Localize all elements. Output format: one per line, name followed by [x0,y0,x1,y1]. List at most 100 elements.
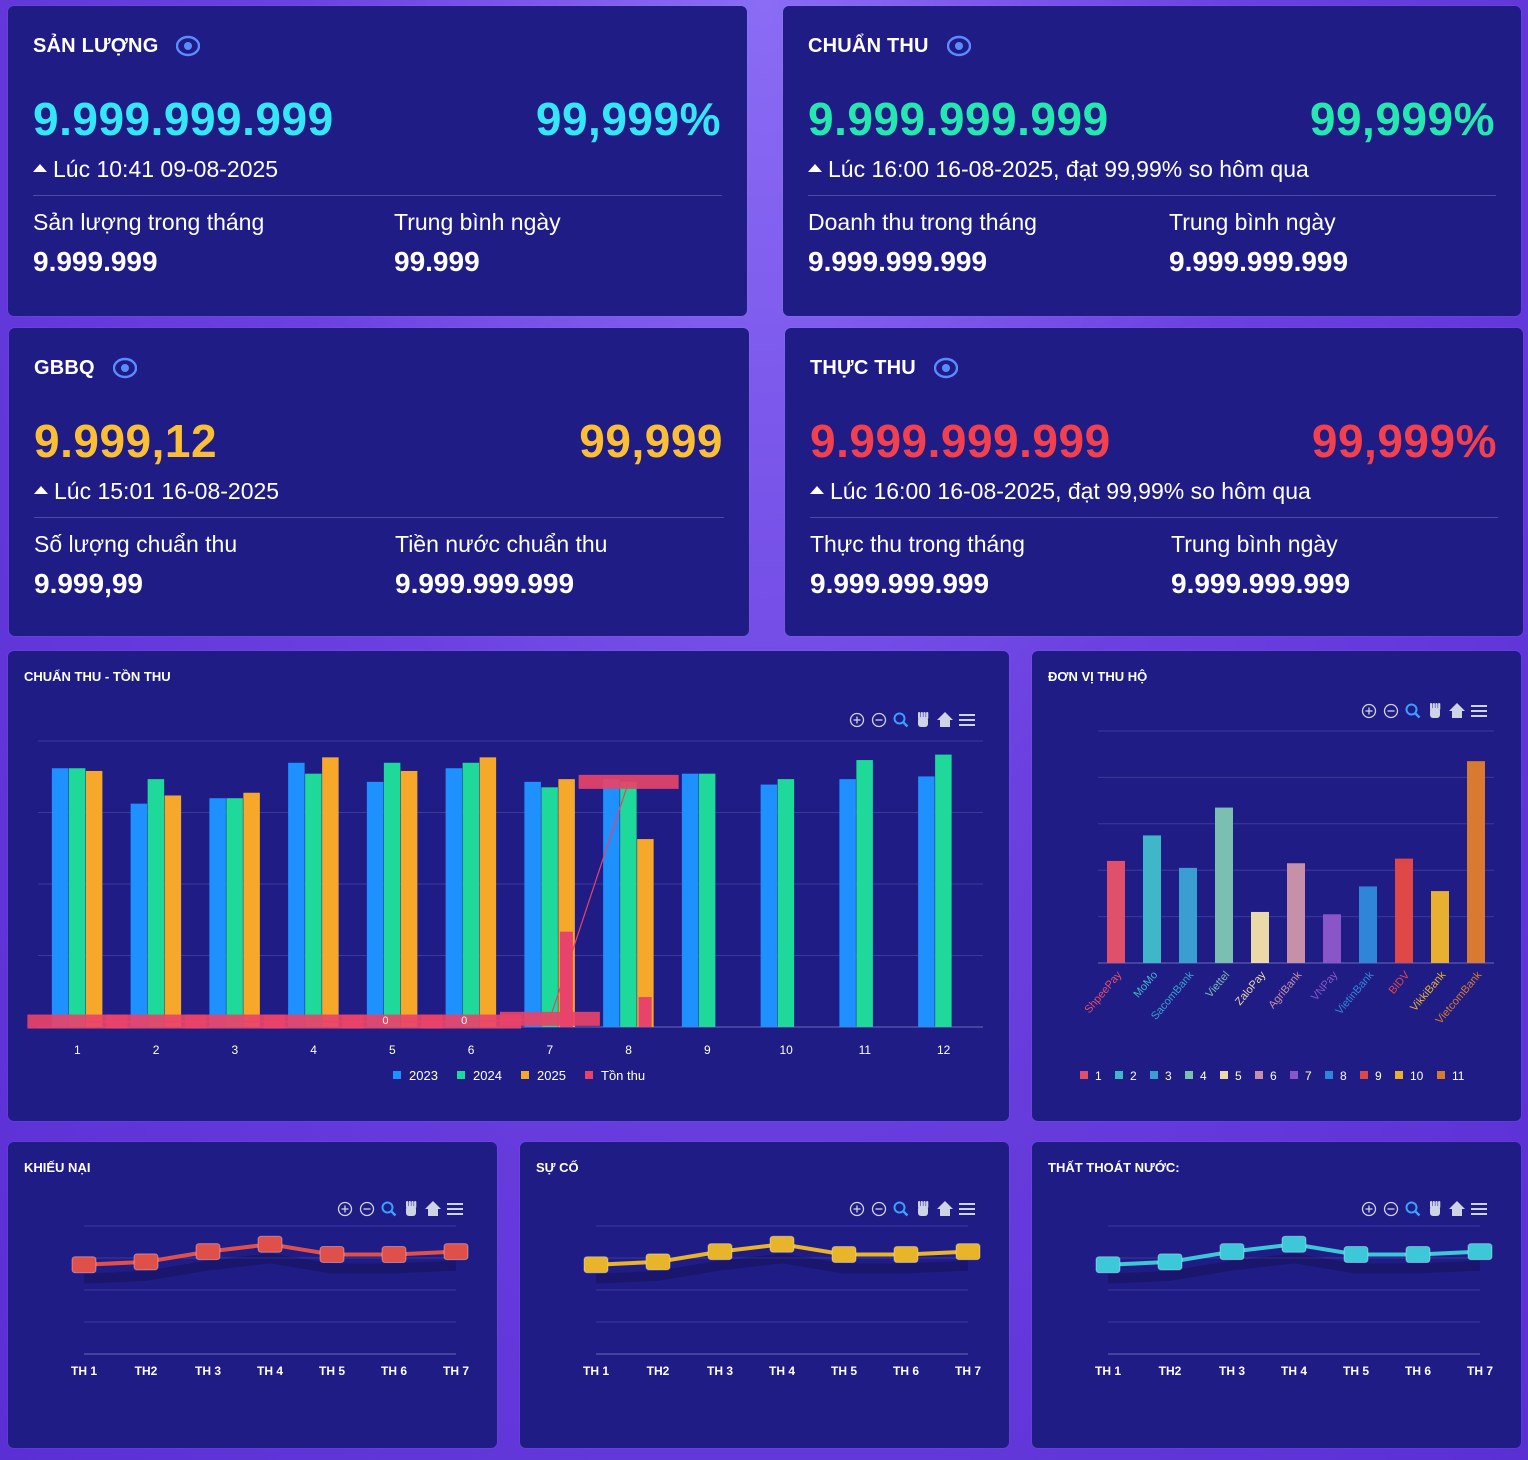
bar-2024 [68,768,86,1027]
data-point [1343,1246,1369,1264]
data-point [381,1246,407,1264]
zoom-out-icon[interactable] [871,1201,887,1217]
menu-icon[interactable] [447,1203,463,1215]
home-icon[interactable] [937,1201,953,1216]
data-point [707,1243,733,1261]
x-tick-label: 8 [625,1043,632,1057]
pan-hand-icon[interactable] [918,712,929,727]
data-point [443,1243,469,1261]
kpi-left-value: 9.999.999 [33,246,158,277]
zoom-in-icon[interactable] [849,1201,865,1217]
line-shadow [83,1253,457,1284]
home-icon[interactable] [425,1201,441,1216]
kpi-left-label: Số lượng chuẩn thu [34,531,238,557]
bar-VietinBank [1359,886,1377,963]
pan-hand-icon[interactable] [406,1201,417,1216]
home-icon[interactable] [937,712,953,727]
kpi-percent: 99,999% [1309,93,1495,145]
legend-swatch [1150,1071,1158,1079]
chart-toolbar [337,1201,463,1217]
line-shadow [595,1253,969,1284]
bar-Viettel [1215,807,1233,963]
eye-icon[interactable] [933,356,958,380]
caret-up-icon [808,164,822,172]
x-tick-label: 1 [74,1043,81,1057]
x-tick-label: TH 3 [1219,1364,1245,1378]
legend-swatch [1080,1071,1088,1079]
legend-label: 2023 [409,1068,438,1083]
zoom-out-icon[interactable] [1383,703,1399,719]
legend-label: 2024 [473,1068,502,1083]
data-point [1219,1243,1245,1261]
chart-toolbar [1361,1201,1487,1217]
magnifier-icon[interactable] [381,1201,397,1217]
eye-icon[interactable] [946,34,971,58]
chart-card-chuan-thu-ton-thu: CHUẨN THU - TỒN THU 1 2 3 4 5 6 7 8 9 10 11 12 0 0 202… [8,651,1009,1121]
magnifier-icon[interactable] [1405,1201,1421,1217]
x-tick-label: 4 [310,1043,317,1057]
divider [34,517,724,518]
home-icon[interactable] [1449,703,1465,718]
data-point [583,1256,609,1274]
zoom-in-icon[interactable] [1361,703,1377,719]
data-point [831,1246,857,1264]
kpi-card-san-luong: SẢN LƯỢNG 9.999.999.999 99,999% Lúc 10:4… [8,6,747,316]
kpi-timestamp: Lúc 15:01 16-08-2025 [34,478,279,505]
data-point [1467,1243,1493,1261]
legend-label: 8 [1340,1069,1347,1083]
pan-hand-icon[interactable] [1430,703,1441,718]
pan-hand-icon[interactable] [918,1201,929,1216]
kpi-timestamp: Lúc 10:41 09-08-2025 [33,156,278,183]
kpi-title-row: GBBQ [34,356,137,380]
ton-thu-bar [638,997,652,1027]
home-icon[interactable] [1449,1201,1465,1216]
bar-2024 [777,779,795,1027]
zoom-out-icon[interactable] [359,1201,375,1217]
menu-icon[interactable] [1471,705,1487,717]
zoom-in-icon[interactable] [849,712,865,728]
kpi-right-label: Tiền nước chuẩn thu [395,531,608,557]
eye-icon[interactable] [176,34,201,58]
x-tick-label: VietinBank [1333,969,1376,1017]
legend-swatch [1255,1071,1263,1079]
zoom-in-icon[interactable] [337,1201,353,1217]
bar-2024 [620,781,637,1027]
x-tick-label: 10 [779,1043,793,1057]
magnifier-icon[interactable] [1405,703,1421,719]
bar-2024 [383,762,401,1027]
magnifier-icon[interactable] [893,712,909,728]
x-tick-label: TH 6 [381,1364,407,1378]
x-tick-label: TH 5 [319,1364,345,1378]
x-tick-label: 9 [704,1043,711,1057]
bar-2024 [226,798,243,1027]
zoom-in-icon[interactable] [1361,1201,1377,1217]
bar-BIDV [1395,858,1413,963]
kpi-timestamp: Lúc 16:00 16-08-2025, đạt 99,99% so hôm … [808,156,1309,183]
menu-icon[interactable] [1471,1203,1487,1215]
bar-2023 [524,781,541,1027]
pan-hand-icon[interactable] [1430,1201,1441,1216]
bar-2023 [603,779,620,1027]
caret-up-icon [33,164,47,172]
kpi-title: CHUẨN THU [808,34,929,57]
chart-that-thoat-nuoc: TH 1 TH2 TH 3 TH 4 TH 5 TH 6 TH 7 [1095,1201,1493,1378]
menu-icon[interactable] [959,714,975,726]
legend-label: 1 [1095,1069,1102,1083]
zoom-out-icon[interactable] [871,712,887,728]
bar-2023 [918,776,935,1027]
eye-icon[interactable] [112,356,137,380]
kpi-right-value: 99.999 [394,246,480,277]
legend: 2023 2024 2025 Tồn thu [393,1068,645,1083]
x-tick-label: TH 1 [1095,1364,1121,1378]
x-tick-label: 7 [547,1043,554,1057]
kpi-right-label: Trung bình ngày [394,209,561,235]
bar-SacomBank [1179,867,1197,963]
zoom-out-icon[interactable] [1383,1201,1399,1217]
magnifier-icon[interactable] [893,1201,909,1217]
kpi-main-value: 9.999.999.999 [810,415,1111,467]
chart-toolbar [849,1201,975,1217]
x-tick-label: TH 7 [1467,1364,1493,1378]
bar-2024 [856,760,873,1027]
menu-icon[interactable] [959,1203,975,1215]
